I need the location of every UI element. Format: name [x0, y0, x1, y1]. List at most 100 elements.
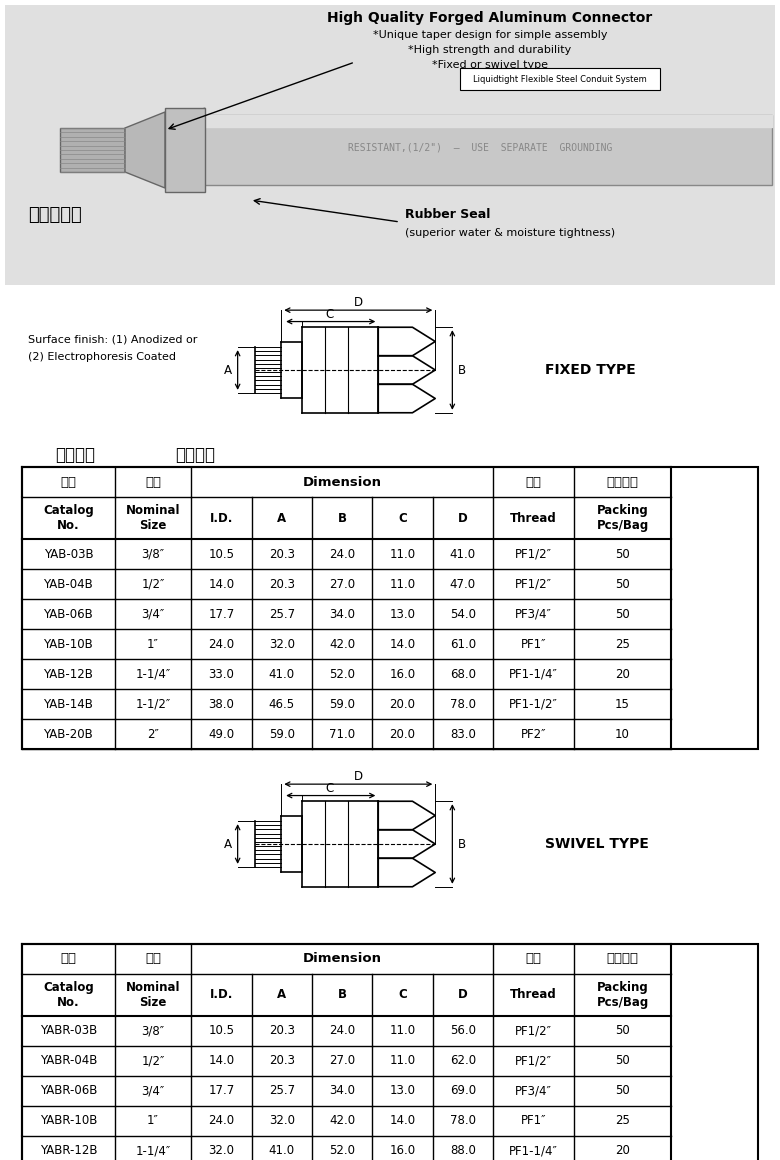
Text: (2) Electrophoresis Coated: (2) Electrophoresis Coated	[28, 351, 176, 362]
Text: *High strength and durability: *High strength and durability	[409, 45, 572, 55]
Text: 13.0: 13.0	[389, 1085, 416, 1097]
Text: C: C	[398, 988, 407, 1001]
Text: D: D	[458, 988, 468, 1001]
Text: 3/4″: 3/4″	[141, 608, 165, 621]
Text: 52.0: 52.0	[329, 667, 355, 681]
Text: Dimension: Dimension	[303, 952, 381, 965]
Text: B: B	[338, 512, 346, 524]
Text: 阳极处理: 阳极处理	[55, 445, 95, 464]
Text: PF1-1/4″: PF1-1/4″	[509, 667, 558, 681]
Polygon shape	[185, 108, 205, 193]
Text: D: D	[354, 770, 363, 783]
Text: 14.0: 14.0	[389, 1115, 416, 1128]
Text: YABR-12B: YABR-12B	[40, 1145, 98, 1158]
Text: B: B	[458, 363, 466, 377]
Text: 1/2″: 1/2″	[141, 578, 165, 590]
Text: Liquidtight Flexible Steel Conduit System: Liquidtight Flexible Steel Conduit Syste…	[473, 74, 647, 84]
Text: YABR-10B: YABR-10B	[40, 1115, 97, 1128]
Text: PF1″: PF1″	[521, 1115, 546, 1128]
Text: YAB-10B: YAB-10B	[44, 638, 94, 651]
Text: PF1-1/4″: PF1-1/4″	[509, 1145, 558, 1158]
Text: 11.0: 11.0	[389, 1054, 416, 1067]
Text: 49.0: 49.0	[208, 727, 235, 740]
Bar	[460, 68, 660, 90]
Bar	[22, 944, 758, 1160]
Text: PF1/2″: PF1/2″	[515, 578, 552, 590]
Text: PF1/2″: PF1/2″	[515, 1054, 552, 1067]
Text: 1-1/4″: 1-1/4″	[136, 667, 171, 681]
Text: 59.0: 59.0	[329, 697, 355, 710]
Text: 1/2″: 1/2″	[141, 1054, 165, 1067]
Text: High Quality Forged Aluminum Connector: High Quality Forged Aluminum Connector	[328, 10, 653, 26]
Text: 41.0: 41.0	[269, 1145, 295, 1158]
Text: 17.7: 17.7	[208, 1085, 235, 1097]
Text: 14.0: 14.0	[389, 638, 416, 651]
Text: 牙制: 牙制	[526, 952, 541, 965]
Text: 69.0: 69.0	[450, 1085, 476, 1097]
Text: YABR-03B: YABR-03B	[40, 1024, 97, 1037]
Text: 42.0: 42.0	[329, 1115, 355, 1128]
Text: 14.0: 14.0	[208, 578, 235, 590]
Text: A: A	[277, 512, 286, 524]
Text: 1″: 1″	[147, 1115, 159, 1128]
Text: 11.0: 11.0	[389, 548, 416, 560]
Text: 24.0: 24.0	[329, 1024, 355, 1037]
Text: 1″: 1″	[147, 638, 159, 651]
Text: 11.0: 11.0	[389, 578, 416, 590]
Text: 50: 50	[615, 1054, 630, 1067]
Bar	[60, 128, 125, 172]
Text: 61.0: 61.0	[450, 638, 476, 651]
Text: 33.0: 33.0	[208, 667, 235, 681]
Text: 38.0: 38.0	[208, 697, 235, 710]
Text: 34.0: 34.0	[329, 1085, 355, 1097]
Text: YAB-12B: YAB-12B	[44, 667, 94, 681]
Text: 20.3: 20.3	[269, 578, 295, 590]
Text: YABR-06B: YABR-06B	[40, 1085, 97, 1097]
Text: I.D.: I.D.	[210, 512, 233, 524]
Text: Packing
Pcs/Bag: Packing Pcs/Bag	[597, 981, 649, 1009]
Text: A: A	[224, 838, 232, 850]
Text: 10: 10	[615, 727, 630, 740]
Bar	[22, 467, 758, 749]
Text: 10.5: 10.5	[208, 548, 235, 560]
Text: 规格: 规格	[145, 476, 161, 488]
Text: PF3/4″: PF3/4″	[515, 1085, 552, 1097]
Bar	[165, 108, 205, 193]
Text: 20.3: 20.3	[269, 1054, 295, 1067]
Text: PF3/4″: PF3/4″	[515, 608, 552, 621]
Text: SWIVEL TYPE: SWIVEL TYPE	[545, 838, 649, 851]
Text: PF1″: PF1″	[521, 638, 546, 651]
Text: 34.0: 34.0	[329, 608, 355, 621]
Text: 20.3: 20.3	[269, 548, 295, 560]
Text: 11.0: 11.0	[389, 1024, 416, 1037]
Text: 32.0: 32.0	[269, 638, 295, 651]
Text: 27.0: 27.0	[329, 578, 355, 590]
Text: (superior water & moisture tightness): (superior water & moisture tightness)	[405, 229, 615, 238]
Text: Nominal
Size: Nominal Size	[126, 981, 180, 1009]
Text: YAB-03B: YAB-03B	[44, 548, 93, 560]
Text: RESISTANT,(1/2")  —  USE  SEPARATE  GROUNDING: RESISTANT,(1/2") — USE SEPARATE GROUNDIN…	[348, 143, 612, 153]
Text: A: A	[224, 363, 232, 377]
Text: 电泳涂装: 电泳涂装	[175, 445, 215, 464]
Text: 24.0: 24.0	[208, 1115, 235, 1128]
Text: 3/8″: 3/8″	[141, 548, 165, 560]
Text: 防水盒接头: 防水盒接头	[28, 206, 82, 224]
Text: 42.0: 42.0	[329, 638, 355, 651]
Text: 47.0: 47.0	[450, 578, 476, 590]
Text: PF1/2″: PF1/2″	[515, 1024, 552, 1037]
Text: 50: 50	[615, 548, 630, 560]
Text: Catalog
No.: Catalog No.	[43, 981, 94, 1009]
Text: C: C	[326, 782, 334, 796]
Text: PF1/2″: PF1/2″	[515, 548, 552, 560]
Text: 25.7: 25.7	[269, 1085, 295, 1097]
Text: 型号: 型号	[60, 952, 76, 965]
Text: 20.3: 20.3	[269, 1024, 295, 1037]
Text: 25: 25	[615, 638, 630, 651]
Text: 41.0: 41.0	[450, 548, 476, 560]
Text: 牙制: 牙制	[526, 476, 541, 488]
Text: 46.5: 46.5	[269, 697, 295, 710]
Text: 50: 50	[615, 1085, 630, 1097]
Text: 68.0: 68.0	[450, 667, 476, 681]
Text: YAB-14B: YAB-14B	[44, 697, 94, 710]
Text: YAB-06B: YAB-06B	[44, 608, 94, 621]
